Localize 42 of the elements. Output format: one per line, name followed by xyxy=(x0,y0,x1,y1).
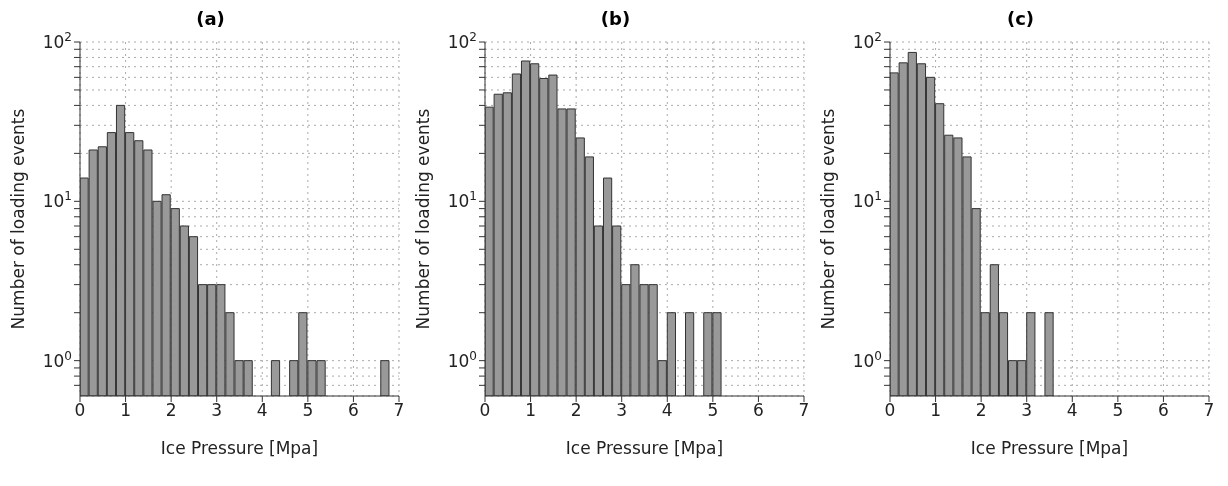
chart-title: (b) xyxy=(600,8,631,29)
x-tick-label: 0 xyxy=(74,400,86,421)
x-tick-label: 5 xyxy=(302,400,314,421)
x-tick-label: 6 xyxy=(348,400,359,421)
x-tick-label: 6 xyxy=(753,400,764,421)
y-tick-label: 10$^{1}$ xyxy=(447,189,477,212)
x-axis-title: Ice Pressure [Mpa] xyxy=(160,438,319,458)
x-tick-label: 4 xyxy=(256,400,268,421)
x-axis-title: Ice Pressure [Mpa] xyxy=(970,438,1129,458)
y-tick-label: 10$^{1}$ xyxy=(852,189,882,212)
x-tick-label: 5 xyxy=(707,400,719,421)
y-tick-label: 10$^{2}$ xyxy=(447,30,477,52)
x-tick-label: 4 xyxy=(661,400,673,421)
x-axis-title: Ice Pressure [Mpa] xyxy=(565,438,724,458)
y-axis-title: Number of loading events xyxy=(818,108,839,330)
x-tick-label: 2 xyxy=(165,400,177,421)
y-tick-label: 10$^{0}$ xyxy=(852,348,882,371)
x-tick-label: 5 xyxy=(1112,400,1124,421)
x-tick-label: 6 xyxy=(1158,400,1169,421)
y-tick-label: 10$^{0}$ xyxy=(447,348,477,371)
x-tick-label: 2 xyxy=(570,400,582,421)
x-tick-label: 0 xyxy=(884,400,896,421)
y-tick-label: 10$^{2}$ xyxy=(42,30,72,52)
x-tick-label: 1 xyxy=(525,400,536,421)
y-axis-title: Number of loading events xyxy=(8,108,29,330)
y-tick-label: 10$^{2}$ xyxy=(852,30,882,52)
x-tick-label: 4 xyxy=(1066,400,1078,421)
x-tick-label: 1 xyxy=(120,400,131,421)
x-tick-label: 3 xyxy=(616,400,628,421)
x-tick-label: 7 xyxy=(1203,400,1215,421)
x-tick-label: 2 xyxy=(975,400,987,421)
x-tick-label: 7 xyxy=(393,400,405,421)
x-tick-label: 7 xyxy=(798,400,810,421)
y-tick-label: 10$^{0}$ xyxy=(42,348,72,371)
x-tick-label: 3 xyxy=(1021,400,1033,421)
y-axis-title: Number of loading events xyxy=(413,108,434,330)
x-tick-label: 1 xyxy=(930,400,941,421)
chart-title: (a) xyxy=(196,8,225,29)
x-tick-label: 0 xyxy=(479,400,491,421)
chart-title: (c) xyxy=(1006,8,1035,29)
x-tick-label: 3 xyxy=(211,400,223,421)
y-tick-label: 10$^{1}$ xyxy=(42,189,72,212)
